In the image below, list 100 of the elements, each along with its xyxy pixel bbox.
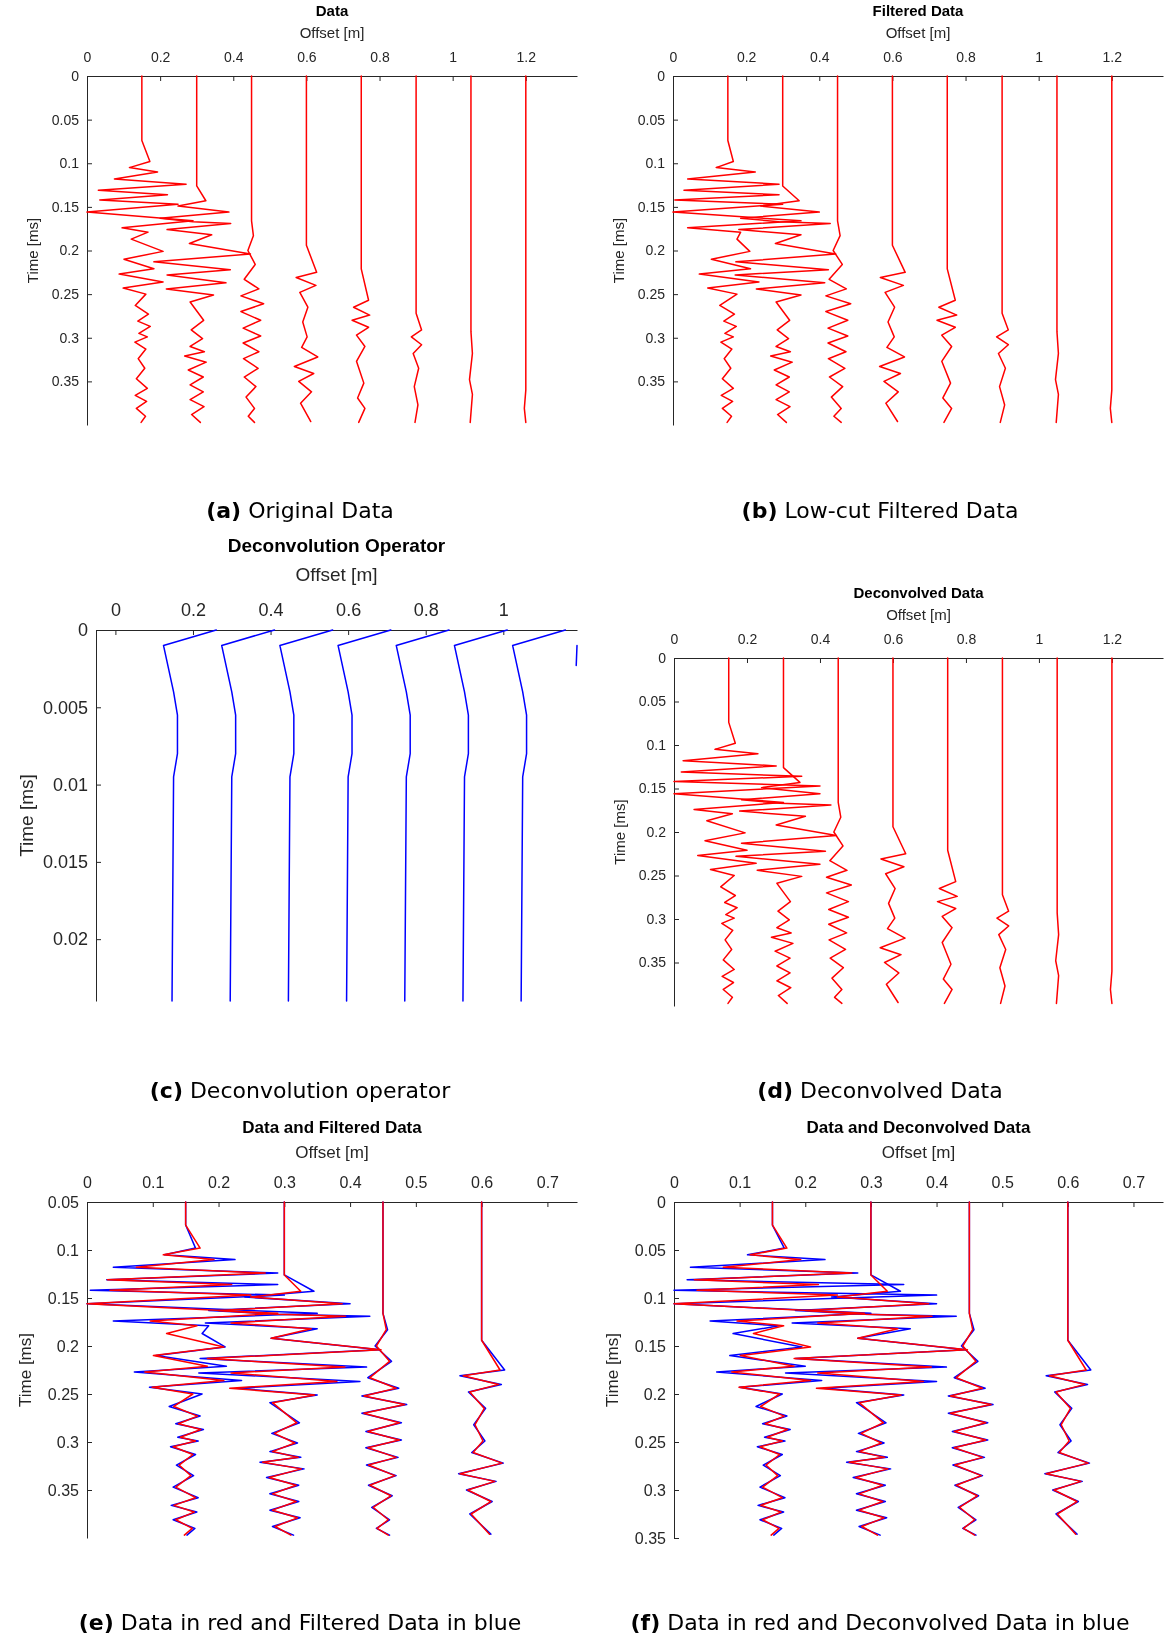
line-series	[162, 629, 217, 1002]
x-tick-label: 0.8	[370, 49, 390, 65]
y-tick-label: 0.15	[638, 780, 667, 797]
y-tick-label: 0.3	[646, 910, 667, 927]
y-tick-label: 0.2	[645, 242, 666, 259]
y-tick-label: 0.15	[51, 198, 80, 215]
x-tick-label: 0.4	[224, 49, 244, 65]
text: (d) Deconvolved Data	[757, 1078, 1003, 1103]
x-tick-label: 0.2	[207, 1174, 231, 1191]
line-series	[936, 75, 958, 424]
x-tick-label: 0.4	[258, 600, 284, 620]
y-tick-label: 0	[71, 67, 80, 84]
y-axis-title: Time [ms]	[602, 1333, 622, 1407]
y-tick-label: 0.25	[47, 1385, 80, 1403]
text: (f) Data in red and Deconvolved Data in blue	[630, 1610, 1130, 1635]
x-tick-label: 1	[1035, 49, 1044, 65]
x-tick-label: 0.3	[273, 1174, 297, 1191]
line-series	[1054, 75, 1060, 424]
line-series	[337, 629, 392, 1002]
line-series	[410, 75, 423, 424]
y-axis-title: Time [ms]	[610, 799, 628, 865]
x-tick-label: 1.2	[1102, 631, 1123, 647]
y-tick-label: 0.05	[634, 1241, 667, 1259]
chart-title: Data and Filtered Data	[242, 1117, 423, 1137]
y-tick-label: 0.1	[643, 1289, 667, 1307]
y-tick-label: 0.02	[52, 929, 88, 950]
line-series	[1054, 657, 1060, 1005]
x-tick-label: 1	[449, 49, 458, 65]
x-axis-title: Offset [m]	[885, 23, 951, 41]
line-series	[936, 657, 958, 1005]
line-series	[995, 75, 1010, 424]
y-tick-label: 0.2	[643, 1385, 667, 1403]
y-tick-label: 0.3	[59, 329, 80, 346]
y-tick-label: 0.05	[47, 1193, 80, 1211]
y-tick-label: 0.25	[634, 1433, 667, 1451]
line-series	[1109, 657, 1113, 1005]
y-axis-title: Time [ms]	[23, 217, 41, 284]
x-tick-label: 1	[498, 600, 509, 620]
x-tick-label: 0.7	[536, 1174, 560, 1191]
y-tick-label: 0.3	[56, 1433, 80, 1451]
text: (a) Original Data	[206, 498, 394, 523]
chart-title: Filtered Data	[872, 1, 965, 19]
line-series	[468, 75, 474, 424]
y-tick-label: 0.1	[646, 736, 667, 753]
chart-title: Data	[315, 1, 349, 19]
y-axis-title: Time [ms]	[15, 774, 37, 857]
chart-title: Deconvolved Data	[853, 583, 985, 601]
x-axis-title: Offset [m]	[295, 1143, 369, 1163]
line-series	[996, 657, 1010, 1005]
y-tick-label: 0.15	[47, 1289, 80, 1307]
line-series	[220, 629, 276, 1002]
x-tick-label: 1.2	[1102, 49, 1123, 65]
x-tick-label: 0.4	[810, 49, 830, 65]
x-tick-label: 0.6	[883, 631, 904, 647]
x-tick-label: 0	[670, 631, 679, 647]
x-tick-label: 0.1	[729, 1174, 752, 1191]
x-tick-label: 0.5	[991, 1174, 1014, 1191]
x-axis-title: Offset [m]	[881, 1143, 956, 1163]
y-tick-label: 0.2	[56, 1337, 80, 1355]
x-tick-label: 0.1	[142, 1174, 165, 1191]
x-tick-label: 1.2	[516, 49, 537, 65]
line-series	[523, 75, 527, 424]
y-axis-title: Time [ms]	[609, 217, 627, 284]
x-tick-label: 0.2	[150, 49, 171, 65]
y-tick-label: 0.2	[646, 823, 667, 840]
y-tick-label: 0.35	[47, 1481, 80, 1499]
text: (c) Deconvolution operator	[149, 1078, 452, 1103]
y-tick-label: 0.1	[645, 155, 666, 172]
text: (e) Data in red and Filtered Data in blue	[78, 1610, 522, 1635]
y-tick-label: 0.35	[51, 373, 80, 390]
line-series	[453, 629, 508, 1002]
y-tick-label: 0.35	[634, 1529, 667, 1547]
line-series	[511, 629, 567, 1002]
line-series	[879, 657, 907, 1004]
y-tick-label: 0.15	[634, 1337, 667, 1355]
chart-title: Deconvolution Operator	[227, 535, 446, 557]
y-tick-label: 0.3	[643, 1481, 667, 1499]
x-tick-label: 0	[669, 49, 678, 65]
y-tick-label: 0.005	[42, 697, 88, 718]
x-tick-label: 0.2	[794, 1174, 817, 1191]
line-series	[878, 75, 906, 423]
y-tick-label: 0.35	[637, 373, 666, 390]
y-tick-label: 0.05	[638, 693, 667, 710]
y-tick-label: 0.05	[51, 111, 80, 128]
x-tick-label: 0.6	[297, 49, 317, 65]
x-tick-label: 0.8	[413, 600, 439, 620]
x-axis-title: Offset [m]	[886, 605, 951, 623]
chart-title: Data and Deconvolved Data	[806, 1117, 1031, 1137]
line-series	[351, 75, 371, 424]
line-series	[395, 629, 450, 1002]
y-tick-label: 0.015	[42, 852, 88, 873]
y-tick-label: 0.25	[638, 867, 667, 884]
y-tick-label: 0.25	[637, 286, 666, 303]
x-tick-label: 0	[670, 1174, 680, 1191]
x-tick-label: 0.2	[180, 600, 206, 620]
text: (b) Low-cut Filtered Data	[741, 498, 1019, 523]
y-tick-label: 0.35	[638, 954, 667, 971]
x-tick-label: 0.6	[471, 1174, 494, 1191]
y-tick-label: 0.3	[645, 329, 666, 346]
line-series	[1109, 75, 1113, 424]
